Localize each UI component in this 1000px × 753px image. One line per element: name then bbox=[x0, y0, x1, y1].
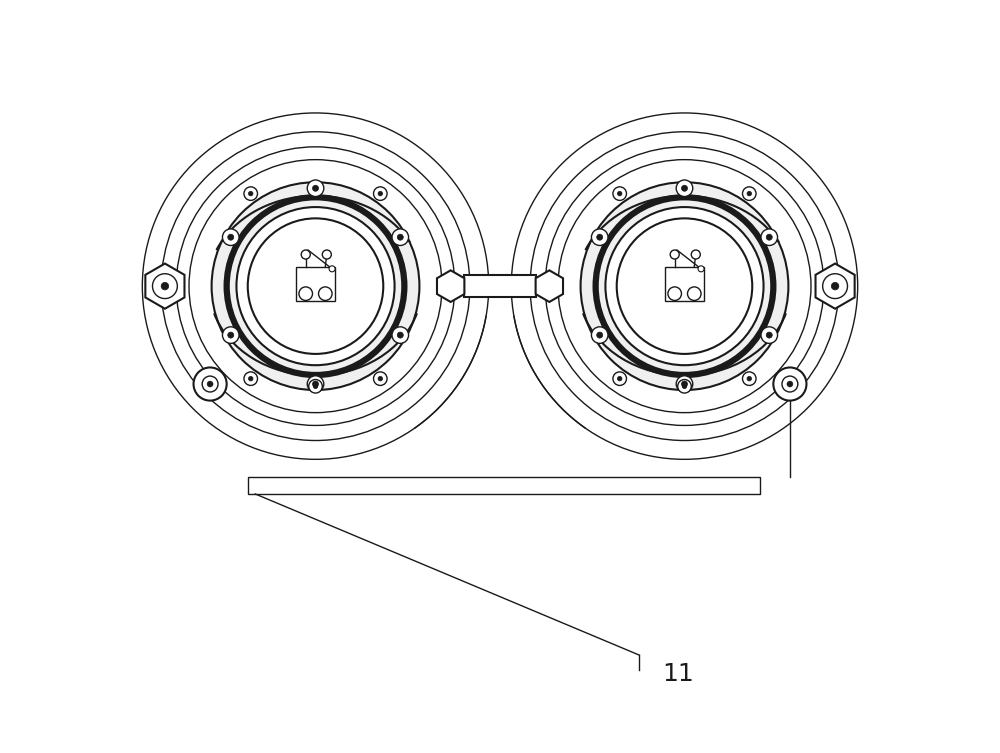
Circle shape bbox=[378, 376, 383, 381]
Circle shape bbox=[202, 376, 218, 392]
Circle shape bbox=[617, 191, 622, 196]
Bar bbox=[248, 477, 760, 494]
Circle shape bbox=[222, 327, 239, 343]
Circle shape bbox=[681, 185, 687, 191]
Polygon shape bbox=[536, 270, 563, 302]
Circle shape bbox=[676, 180, 693, 197]
Circle shape bbox=[773, 367, 806, 401]
Circle shape bbox=[823, 274, 848, 299]
Circle shape bbox=[152, 274, 177, 299]
Circle shape bbox=[698, 266, 704, 272]
Polygon shape bbox=[145, 264, 184, 309]
Circle shape bbox=[397, 332, 403, 338]
Circle shape bbox=[787, 381, 793, 387]
Circle shape bbox=[248, 191, 253, 196]
Circle shape bbox=[766, 234, 772, 240]
Circle shape bbox=[691, 250, 700, 259]
Circle shape bbox=[374, 187, 387, 200]
Circle shape bbox=[392, 229, 409, 245]
Circle shape bbox=[329, 266, 335, 272]
Circle shape bbox=[313, 185, 319, 191]
Circle shape bbox=[194, 367, 227, 401]
Circle shape bbox=[374, 372, 387, 386]
Circle shape bbox=[613, 372, 626, 386]
Circle shape bbox=[378, 191, 383, 196]
Circle shape bbox=[591, 229, 608, 245]
Circle shape bbox=[244, 372, 258, 386]
Circle shape bbox=[613, 187, 626, 200]
Circle shape bbox=[581, 182, 788, 390]
Circle shape bbox=[236, 207, 395, 365]
Circle shape bbox=[742, 372, 756, 386]
Circle shape bbox=[397, 234, 403, 240]
Circle shape bbox=[307, 376, 324, 392]
Circle shape bbox=[761, 327, 778, 343]
Bar bbox=[296, 267, 335, 301]
Circle shape bbox=[676, 376, 693, 392]
Polygon shape bbox=[437, 270, 464, 302]
Circle shape bbox=[313, 384, 318, 389]
Circle shape bbox=[617, 376, 622, 381]
Bar bbox=[464, 275, 536, 297]
Circle shape bbox=[766, 332, 772, 338]
Circle shape bbox=[228, 234, 234, 240]
Circle shape bbox=[248, 218, 383, 354]
Circle shape bbox=[222, 229, 239, 245]
Circle shape bbox=[313, 381, 319, 387]
Circle shape bbox=[299, 287, 313, 300]
Circle shape bbox=[161, 282, 169, 290]
Circle shape bbox=[682, 384, 687, 389]
Circle shape bbox=[831, 282, 839, 290]
Circle shape bbox=[687, 287, 701, 300]
Circle shape bbox=[228, 332, 234, 338]
Bar bbox=[665, 267, 704, 301]
Circle shape bbox=[307, 180, 324, 197]
Circle shape bbox=[301, 250, 310, 259]
Circle shape bbox=[782, 376, 798, 392]
Circle shape bbox=[747, 191, 752, 196]
Circle shape bbox=[678, 380, 691, 393]
Circle shape bbox=[747, 376, 752, 381]
Polygon shape bbox=[816, 264, 855, 309]
Circle shape bbox=[309, 380, 322, 393]
Circle shape bbox=[597, 332, 603, 338]
Circle shape bbox=[670, 250, 679, 259]
Circle shape bbox=[591, 327, 608, 343]
Circle shape bbox=[617, 218, 752, 354]
Text: 11: 11 bbox=[662, 662, 694, 686]
Circle shape bbox=[761, 229, 778, 245]
Circle shape bbox=[681, 381, 687, 387]
Circle shape bbox=[248, 376, 253, 381]
Circle shape bbox=[392, 327, 409, 343]
Circle shape bbox=[597, 234, 603, 240]
Circle shape bbox=[319, 287, 332, 300]
Circle shape bbox=[605, 207, 764, 365]
Circle shape bbox=[322, 250, 331, 259]
Circle shape bbox=[668, 287, 681, 300]
Circle shape bbox=[207, 381, 213, 387]
Circle shape bbox=[742, 187, 756, 200]
Circle shape bbox=[212, 182, 419, 390]
Circle shape bbox=[244, 187, 258, 200]
